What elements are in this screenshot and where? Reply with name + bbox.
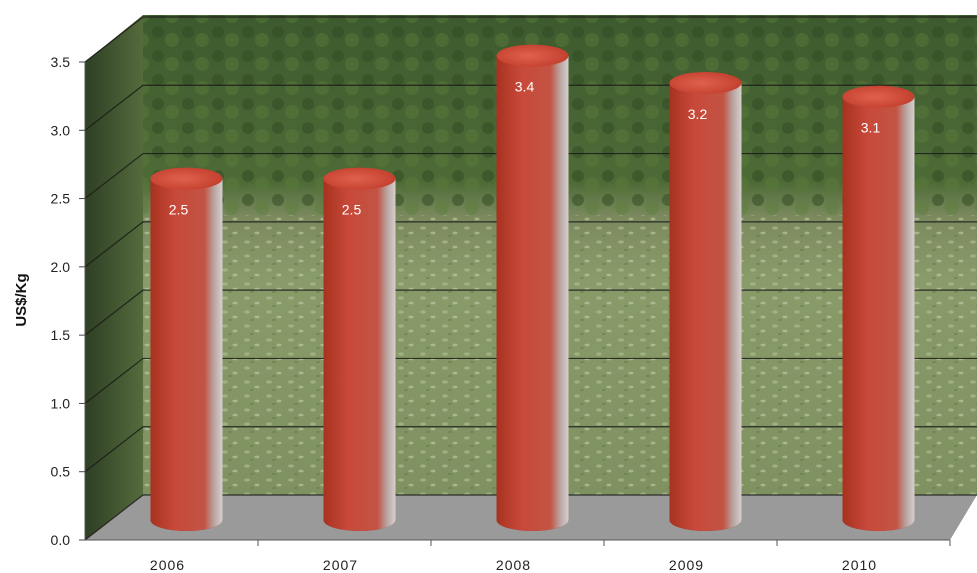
bar-body — [150, 178, 223, 521]
y-axis-title: US$/Kg — [13, 273, 30, 326]
x-tick-label: 2007 — [323, 557, 358, 573]
bar-series: 2.5 2.5 3.4 3.2 3.1 — [150, 44, 915, 531]
y-tick-label: 0.5 — [51, 464, 71, 480]
data-label: 3.1 — [861, 120, 881, 136]
bar-body — [496, 55, 569, 521]
x-tick-label: 2010 — [842, 557, 877, 573]
bar-cap — [842, 85, 915, 108]
bar-2010: 3.1 — [842, 85, 915, 531]
bar-body — [323, 178, 396, 521]
bar-cap — [323, 167, 396, 190]
bar-cap — [496, 44, 569, 67]
bar-body — [669, 82, 742, 520]
y-axis: 0.0 0.5 1.0 1.5 2.0 2.5 3.0 3.5 — [51, 54, 86, 548]
bar-cap — [150, 167, 223, 190]
x-tick-label: 2008 — [496, 557, 531, 573]
y-tick-label: 2.5 — [51, 191, 71, 207]
y-tick-label: 3.0 — [51, 122, 71, 138]
x-tick-label: 2006 — [150, 557, 185, 573]
bar-2009: 3.2 — [669, 71, 742, 531]
bar-cap — [669, 71, 742, 94]
bar-2006: 2.5 — [150, 167, 223, 531]
data-label: 2.5 — [342, 202, 362, 218]
data-label: 2.5 — [169, 202, 189, 218]
data-label: 3.2 — [688, 106, 708, 122]
x-axis: 2006 2007 2008 2009 2010 — [85, 539, 951, 573]
bar-body — [842, 96, 915, 520]
y-tick-label: 1.5 — [51, 327, 71, 343]
gridline — [84, 16, 977, 63]
y-tick-label: 1.0 — [51, 395, 71, 411]
y-tick-label: 0.0 — [51, 532, 71, 548]
bar-2008: 3.4 — [496, 44, 569, 531]
x-tick-label: 2009 — [669, 557, 704, 573]
bar-2007: 2.5 — [323, 167, 396, 531]
data-label: 3.4 — [515, 79, 535, 95]
y-tick-label: 3.5 — [51, 54, 71, 70]
y-tick-label: 2.0 — [51, 259, 71, 275]
